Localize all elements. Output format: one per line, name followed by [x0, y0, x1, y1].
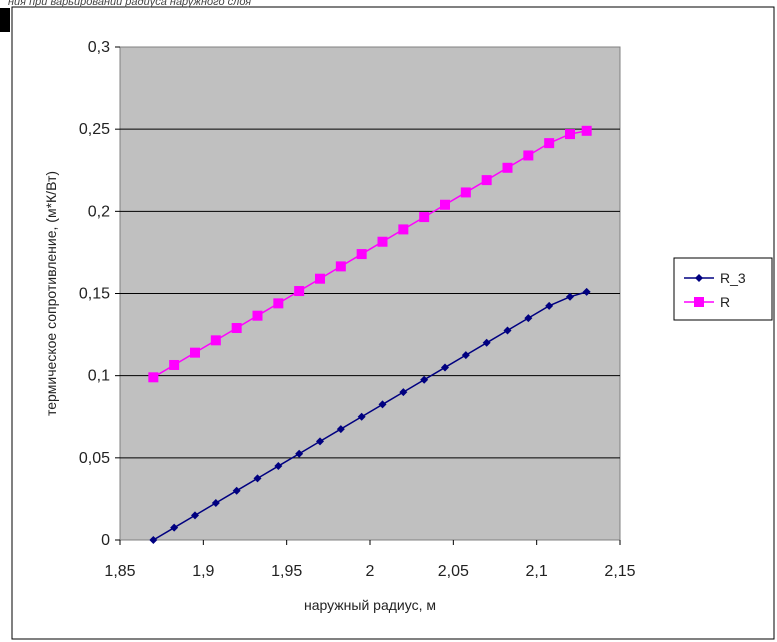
x-tick-label: 2,1 — [526, 563, 548, 580]
data-point — [190, 347, 200, 358]
data-point — [581, 125, 592, 136]
data-point — [503, 326, 512, 335]
data-point — [148, 372, 159, 383]
data-point — [582, 287, 591, 296]
data-point — [377, 236, 388, 247]
x-tick-label: 2 — [366, 563, 375, 580]
y-tick-label: 0 — [101, 532, 110, 549]
data-point — [523, 150, 534, 161]
data-point — [335, 261, 346, 272]
y-tick-label: 0,25 — [79, 121, 110, 138]
data-point — [357, 412, 366, 421]
legend-items: R_3 R — [684, 270, 746, 310]
series-R_3 — [149, 287, 591, 544]
legend-item: R_3 — [684, 270, 746, 286]
data-point — [252, 310, 263, 321]
data-point — [441, 363, 449, 372]
legend-item: R — [684, 294, 730, 310]
data-point — [399, 388, 408, 397]
data-point — [149, 536, 158, 544]
data-point — [419, 212, 430, 223]
data-point — [545, 301, 554, 310]
data-point — [253, 474, 262, 483]
data-point — [232, 486, 241, 495]
data-point — [294, 286, 305, 297]
data-point — [694, 297, 704, 307]
x-tick-label: 2,15 — [604, 563, 635, 580]
data-point — [695, 274, 703, 282]
data-point — [460, 187, 471, 198]
y-tick-label: 0,1 — [88, 368, 110, 385]
y-tick-labels: 0 0,05 0,1 0,15 0,2 0,25 0,3 — [79, 39, 120, 549]
x-tick-label: 1,85 — [104, 563, 135, 580]
left-edge-marker — [0, 8, 10, 32]
x-tick-label: 1,95 — [271, 563, 302, 580]
data-point — [169, 359, 180, 370]
data-point — [565, 129, 575, 140]
data-point — [398, 224, 409, 235]
data-point — [295, 449, 304, 458]
x-tick-labels: 1,85 1,9 1,95 2 2,05 2,1 2,15 — [104, 540, 636, 580]
data-point — [482, 338, 491, 347]
data-point — [420, 375, 429, 384]
legend-label: R — [720, 294, 730, 310]
x-tick-label: 2,05 — [438, 563, 469, 580]
series-line — [152, 291, 587, 541]
data-point — [211, 499, 220, 508]
y-tick-label: 0,15 — [79, 286, 110, 303]
x-axis-title: наружный радиус, м — [304, 597, 436, 613]
grid-lines — [120, 128, 620, 459]
series-layer — [148, 125, 592, 544]
data-point — [566, 292, 574, 301]
data-point — [440, 199, 450, 210]
data-point — [170, 523, 179, 532]
data-point — [544, 138, 555, 149]
series-R — [148, 125, 592, 383]
data-point — [336, 425, 345, 434]
cropped-caption: ния при варьировании радиуса наружного с… — [8, 0, 251, 8]
data-point — [315, 273, 325, 284]
data-point — [274, 462, 283, 471]
data-point — [481, 175, 492, 186]
data-point — [273, 298, 284, 309]
data-point — [524, 314, 533, 323]
legend-box — [673, 257, 773, 321]
data-point — [316, 437, 324, 446]
data-point — [461, 351, 470, 360]
y-tick-label: 0,3 — [88, 39, 110, 56]
data-point — [378, 400, 387, 409]
series-line — [152, 130, 587, 378]
legend: R_3 R — [673, 257, 773, 321]
data-point — [502, 162, 513, 173]
data-point — [191, 511, 199, 520]
y-tick-label: 0,2 — [88, 203, 110, 220]
y-tick-label: 0,05 — [79, 450, 110, 467]
data-point — [231, 323, 242, 334]
data-point — [210, 335, 221, 346]
x-tick-label: 1,9 — [192, 563, 214, 580]
legend-label: R_3 — [720, 270, 746, 286]
data-point — [356, 249, 367, 260]
y-axis-title: термическое сопротивление, (м*К/Вт) — [43, 171, 59, 416]
